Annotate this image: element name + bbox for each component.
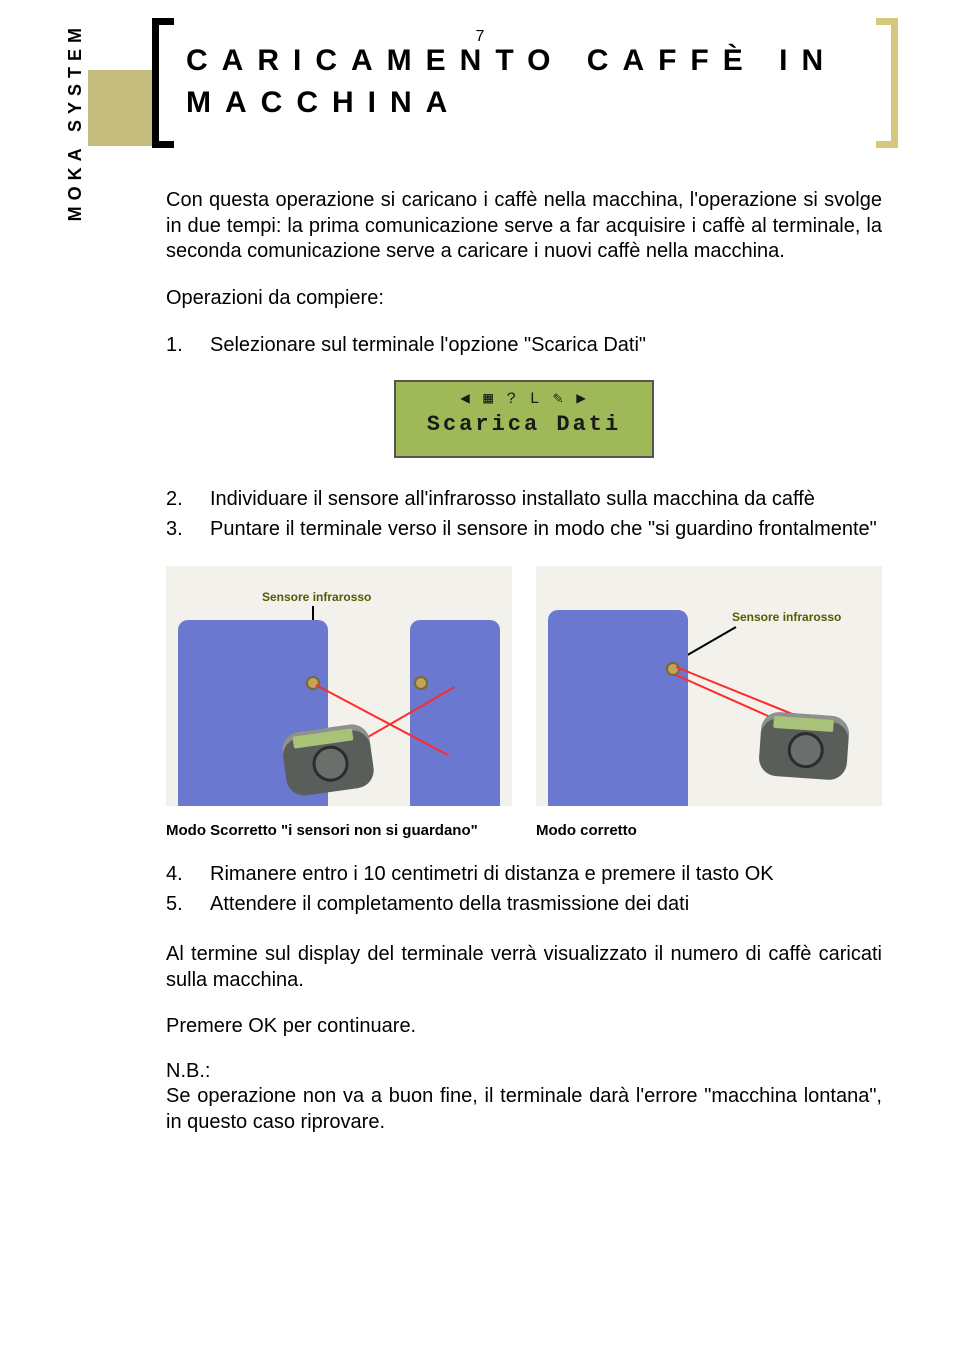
intro-paragraph: Con questa operazione si caricano i caff… [166,188,882,265]
machine-shape [410,620,500,806]
step-number: 1. [166,332,184,358]
step-number: 3. [166,516,184,542]
page-number: 7 [0,28,960,46]
nb-heading: N.B.: [166,1060,882,1083]
list-item: 1. Selezionare sul terminale l'opzione "… [166,332,882,358]
terminal-device [280,722,376,798]
accent-bar [88,70,154,146]
lcd-row-2: Scarica Dati [396,412,652,437]
sensor-label: Sensore infrarosso [732,610,841,624]
sensor-dot-icon [414,676,428,690]
lcd-screenshot: ◀ ▦ ? L ✎ ▶ Scarica Dati [394,380,654,458]
figure-correct: Sensore infrarosso [536,566,882,806]
result-paragraph: Al termine sul display del terminale ver… [166,941,882,993]
terminal-device [758,711,850,781]
step-number: 4. [166,861,184,887]
step-text: Individuare il sensore all'infrarosso in… [210,486,815,512]
list-item: 4. Rimanere entro i 10 centimetri di dis… [166,861,882,887]
step-text: Attendere il completamento della trasmis… [210,891,689,917]
list-item: 5. Attendere il completamento della tras… [166,891,882,917]
steps-list-1: 1. Selezionare sul terminale l'opzione "… [166,332,882,358]
figure-incorrect: Sensore infrarosso [166,566,512,806]
figure-row: Sensore infrarosso Sensore infrarosso [166,566,882,806]
list-item: 2. Individuare il sensore all'infrarosso… [166,486,882,512]
arrow-icon [684,626,737,658]
steps-list-2: 2. Individuare il sensore all'infrarosso… [166,486,882,542]
step-text: Puntare il terminale verso il sensore in… [210,516,877,542]
operations-heading: Operazioni da compiere: [166,287,882,310]
sensor-label: Sensore infrarosso [262,590,371,604]
step-number: 2. [166,486,184,512]
caption-left: Modo Scorretto "i sensori non si guardan… [166,822,512,839]
sensor-dot-icon [306,676,320,690]
figure-captions: Modo Scorretto "i sensori non si guardan… [166,822,882,839]
list-item: 3. Puntare il terminale verso il sensore… [166,516,882,542]
machine-shape [548,610,688,806]
steps-list-3: 4. Rimanere entro i 10 centimetri di dis… [166,861,882,917]
step-number: 5. [166,891,184,917]
continue-text: Premere OK per continuare. [166,1015,882,1038]
sidebar-label: MOKA SYSTEM [65,22,88,221]
page: MOKA SYSTEM CARICAMENTO CAFFÈ IN MACCHIN… [0,0,960,60]
step-text: Selezionare sul terminale l'opzione "Sca… [210,332,646,358]
caption-right: Modo corretto [536,822,882,839]
content: Con questa operazione si caricano i caff… [166,188,882,1135]
nb-body: Se operazione non va a buon fine, il ter… [166,1083,882,1135]
lcd-row-1: ◀ ▦ ? L ✎ ▶ [396,388,652,408]
step-text: Rimanere entro i 10 centimetri di distan… [210,861,774,887]
